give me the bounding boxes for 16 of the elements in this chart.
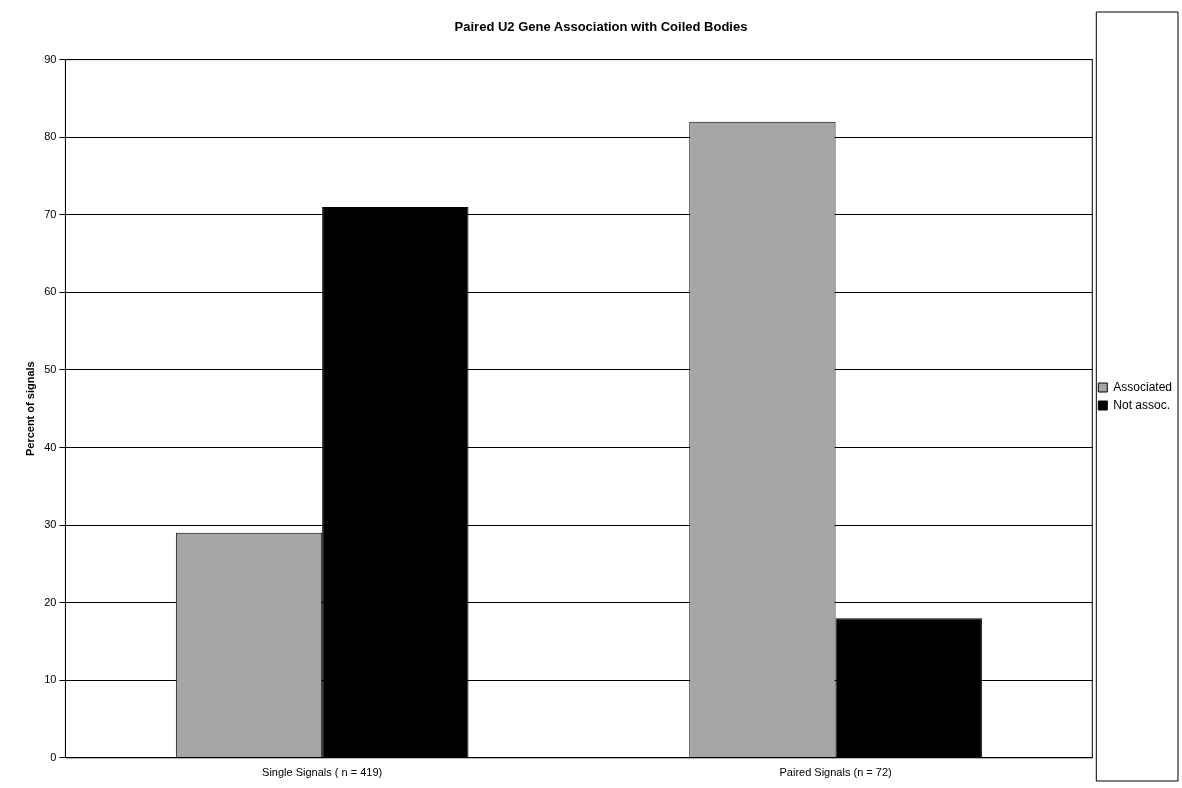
chart-title: Paired U2 Gene Association with Coiled Bodies	[454, 19, 748, 35]
y-tick-label: 90	[44, 52, 57, 65]
y-tick-label: 80	[44, 130, 57, 143]
y-tick-label: 70	[44, 207, 57, 220]
legend-label: Associated	[1113, 379, 1172, 394]
y-axis-title: Percent of signals	[23, 361, 36, 457]
y-tick-label: 60	[44, 285, 57, 298]
x-tick-label: Single Signals ( n = 419)	[262, 766, 383, 779]
y-tick-label: 50	[44, 362, 57, 375]
y-tick-label: 0	[50, 750, 57, 763]
y-tick-label: 10	[44, 673, 57, 686]
y-tick-label: 30	[44, 518, 57, 531]
legend-label: Not assoc.	[1113, 397, 1170, 412]
x-tick-label: Paired Signals (n = 72)	[779, 766, 892, 779]
y-tick-label: 40	[44, 440, 57, 453]
y-tick-label: 20	[44, 595, 57, 608]
